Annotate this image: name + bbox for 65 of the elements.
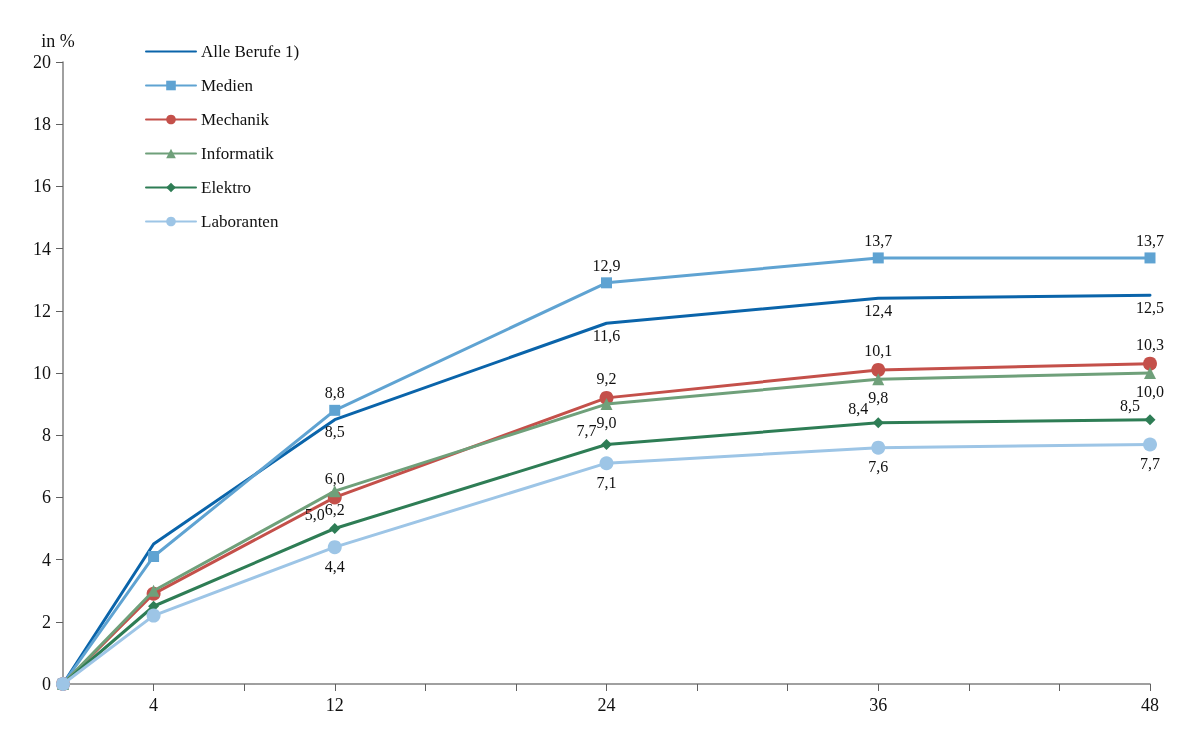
point xyxy=(329,404,341,416)
point xyxy=(1144,414,1156,426)
data-label: 9,0 xyxy=(596,413,617,431)
data-label: 12,5 xyxy=(1136,298,1164,316)
data-label: 6,0 xyxy=(324,469,345,487)
data-label: 12,9 xyxy=(592,256,621,274)
point xyxy=(872,373,885,386)
y-tick-label: 14 xyxy=(33,238,51,259)
point xyxy=(146,608,161,623)
data-label: 13,7 xyxy=(1136,231,1164,249)
point xyxy=(1143,356,1157,371)
point xyxy=(600,398,613,411)
data-label: 7,1 xyxy=(596,473,617,491)
y-tick-label: 18 xyxy=(33,114,51,135)
data-label: 12,4 xyxy=(864,301,893,319)
data-label: 11,6 xyxy=(592,326,621,344)
point xyxy=(871,440,886,455)
data-label: 7,7 xyxy=(576,421,597,439)
legend-label: Alle Berufe 1) xyxy=(201,42,300,61)
y-tick-label: 20 xyxy=(33,52,51,72)
point xyxy=(871,362,886,377)
legend-label: Medien xyxy=(201,76,254,95)
point xyxy=(872,252,884,264)
y-tick-label: 12 xyxy=(33,300,51,321)
y-tick-label: 0 xyxy=(42,674,51,694)
point xyxy=(601,277,612,289)
data-label: 8,4 xyxy=(848,399,869,417)
x-tick-label: 4 xyxy=(149,695,159,715)
data-label: 13,7 xyxy=(864,231,893,249)
x-tick-label: 24 xyxy=(597,695,616,715)
data-label: 7,6 xyxy=(868,458,889,476)
point xyxy=(599,456,614,471)
data-label: 9,2 xyxy=(596,370,617,388)
data-label: 10,1 xyxy=(864,342,893,360)
y-tick-label: 8 xyxy=(42,425,51,446)
y-axis-title: in % xyxy=(41,31,75,51)
y-tick-label: 4 xyxy=(42,549,51,570)
data-label: 5,0 xyxy=(304,505,325,523)
point xyxy=(872,417,884,429)
point xyxy=(1144,252,1156,264)
data-label: 7,7 xyxy=(1140,455,1160,473)
y-tick-label: 2 xyxy=(42,611,51,632)
point xyxy=(601,439,612,451)
x-tick-label: 36 xyxy=(869,695,888,715)
legend-label: Elektro xyxy=(201,178,252,197)
y-tick-label: 6 xyxy=(42,487,51,508)
data-label: 10,3 xyxy=(1136,336,1164,354)
data-label: 8,5 xyxy=(324,423,345,441)
legend-label: Informatik xyxy=(201,144,275,163)
point xyxy=(1144,367,1156,379)
legend-label: Laboranten xyxy=(201,212,279,231)
point xyxy=(148,550,160,562)
x-tick-label: 48 xyxy=(1141,695,1159,715)
point xyxy=(329,523,341,534)
point xyxy=(327,540,342,555)
y-tick-label: 10 xyxy=(33,363,51,383)
data-label: 6,2 xyxy=(324,500,345,518)
data-label: 4,4 xyxy=(324,557,345,575)
y-tick-label: 16 xyxy=(33,176,51,197)
point xyxy=(328,485,341,498)
x-tick-label: 12 xyxy=(325,695,344,715)
legend-label: Mechanik xyxy=(201,110,270,129)
data-label: 9,8 xyxy=(868,388,889,406)
point xyxy=(1143,437,1157,452)
data-label: 8,8 xyxy=(324,384,345,402)
